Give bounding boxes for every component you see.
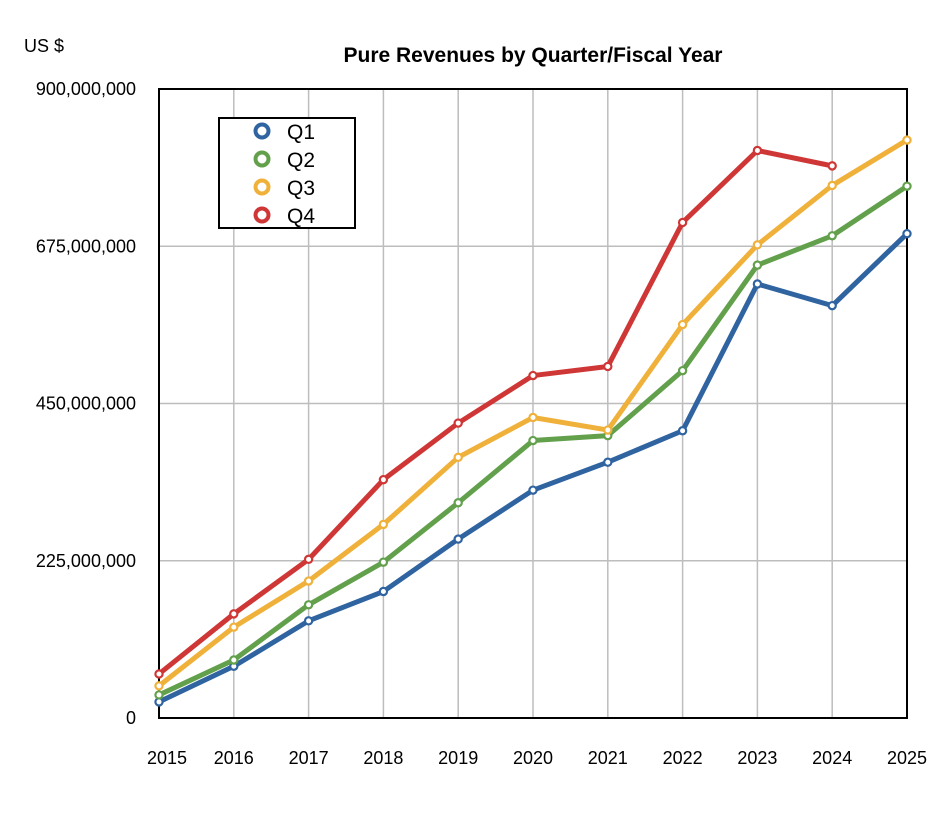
data-point-q3 — [677, 319, 688, 330]
data-point-q3 — [378, 519, 389, 530]
data-point-q1 — [303, 616, 314, 626]
y-tick-label: 675,000,000 — [36, 236, 136, 256]
data-point-q2 — [303, 600, 314, 610]
data-point-q3 — [603, 425, 613, 435]
data-point-q3 — [902, 135, 912, 145]
chart-title: Pure Revenues by Quarter/Fiscal Year — [344, 44, 723, 67]
data-point-q1 — [528, 485, 538, 495]
x-tick-label: 2023 — [737, 748, 777, 768]
data-point-q3 — [752, 240, 763, 250]
x-tick-label: 2017 — [289, 748, 329, 768]
data-point-q4 — [154, 669, 164, 679]
data-point-q4 — [603, 361, 613, 372]
data-point-q4 — [303, 554, 314, 565]
x-tick-label: 2022 — [663, 748, 703, 768]
x-tick-label: 2018 — [363, 748, 403, 768]
data-point-q4 — [229, 609, 239, 619]
data-point-q3 — [229, 622, 239, 632]
data-point-q2 — [827, 231, 837, 241]
legend-marker-q3 — [253, 178, 271, 196]
y-tick-label: 450,000,000 — [36, 394, 136, 414]
data-point-q1 — [603, 457, 613, 467]
data-point-q2 — [902, 181, 912, 191]
x-tick-label: 2015 — [147, 748, 187, 768]
data-point-q3 — [453, 452, 463, 463]
legend-label-q3: Q3 — [287, 177, 315, 200]
x-tick-label: 2024 — [812, 748, 852, 768]
data-point-q1 — [677, 426, 688, 436]
data-point-q2 — [528, 435, 538, 446]
data-point-q2 — [378, 557, 389, 567]
series-line-q4 — [156, 148, 835, 677]
x-tick-label: 2021 — [588, 748, 628, 768]
data-point-q2 — [453, 498, 463, 508]
series-lines — [154, 135, 912, 707]
legend-label-q1: Q1 — [287, 121, 315, 144]
data-point-q2 — [752, 260, 763, 270]
data-point-q4 — [752, 145, 763, 156]
data-point-q2 — [677, 365, 688, 376]
data-point-q1 — [378, 586, 389, 597]
data-point-q2 — [154, 690, 164, 700]
legend-marker-q4 — [253, 206, 271, 224]
x-tick-label: 2019 — [438, 748, 478, 768]
data-point-q3 — [303, 576, 314, 586]
data-point-q4 — [528, 370, 538, 381]
data-point-q1 — [752, 279, 763, 289]
data-point-q4 — [677, 217, 688, 228]
data-point-q3 — [528, 412, 538, 423]
data-point-q1 — [453, 534, 463, 544]
data-point-q4 — [378, 474, 389, 485]
y-unit-label: US $ — [24, 36, 64, 56]
data-point-q1 — [827, 300, 837, 311]
legend: Q1 Q2 Q3 Q4 — [218, 117, 356, 229]
legend-box — [218, 117, 356, 229]
data-point-q4 — [827, 161, 837, 171]
legend-label-q2: Q2 — [287, 149, 315, 172]
data-point-q3 — [154, 681, 164, 691]
legend-marker-q2 — [253, 150, 271, 168]
x-tick-label: 2025 — [887, 748, 927, 768]
data-point-q2 — [229, 655, 239, 665]
data-point-q4 — [453, 418, 463, 428]
axes: 0 225,000,000 450,000,000 675,000,000 900,00… — [36, 79, 927, 768]
y-tick-label: 225,000,000 — [36, 551, 136, 571]
x-tick-label: 2016 — [214, 748, 254, 768]
legend-label-q4: Q4 — [287, 205, 315, 228]
data-point-q1 — [902, 228, 912, 239]
y-tick-label: 0 — [126, 708, 136, 728]
x-tick-label: 2020 — [513, 748, 553, 768]
y-tick-label: 900,000,000 — [36, 79, 136, 99]
data-point-q3 — [827, 180, 837, 191]
plot-frame — [158, 88, 908, 719]
legend-marker-q1 — [253, 122, 271, 140]
